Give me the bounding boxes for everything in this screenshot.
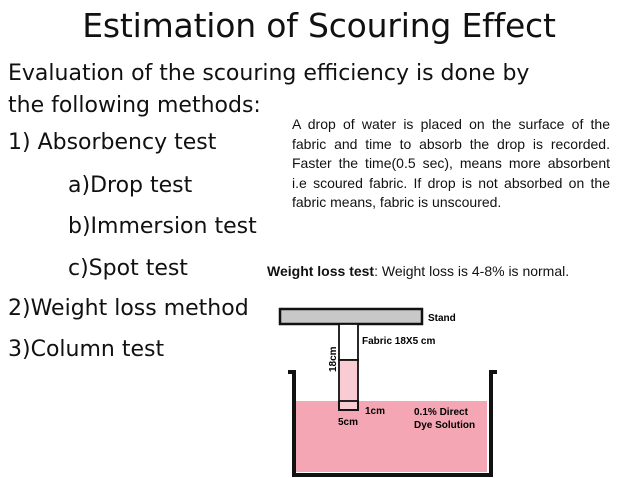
intro-line-2: the following methods: — [8, 93, 261, 118]
stand-bar — [278, 307, 424, 326]
intro-line-1: Evaluation of the scouring efficiency is… — [8, 61, 530, 86]
fabric-strip-immersed — [338, 400, 359, 411]
dye-solution-liquid — [296, 401, 487, 472]
width-label: 5cm — [338, 417, 358, 428]
stand-label: Stand — [428, 313, 456, 324]
height-label: 18cm — [328, 346, 339, 372]
column-test-diagram: Stand Fabric 18X5 cm 18cm 5cm 1cm 0.1% D… — [278, 307, 497, 477]
weight-loss-note: Weight loss test: Weight loss is 4-8% is… — [267, 263, 569, 279]
weight-loss-label: Weight loss test — [267, 263, 375, 279]
beaker-outline — [288, 370, 497, 477]
solution-label-line-2: Dye Solution — [414, 420, 475, 431]
solution-label-line-1: 0.1% Direct — [414, 407, 469, 418]
slide-title: Estimation of Scouring Effect — [82, 6, 556, 45]
fabric-strip-upper — [338, 323, 359, 361]
method-column-test: 3)Column test — [8, 337, 165, 362]
method-drop-test: a)Drop test — [68, 173, 193, 198]
intro-text: Evaluation of the scouring efficiency is… — [8, 58, 529, 122]
weight-loss-text: : Weight loss is 4-8% is normal. — [374, 263, 570, 279]
method-immersion-test: b)Immersion test — [68, 214, 257, 239]
fabric-label: Fabric 18X5 cm — [362, 336, 435, 347]
fabric-strip-wetted — [338, 359, 359, 411]
method-weight-loss: 2)Weight loss method — [8, 296, 249, 321]
drop-test-description: A drop of water is placed on the surface… — [292, 116, 610, 211]
method-spot-test: c)Spot test — [68, 256, 188, 281]
method-absorbency-test: 1) Absorbency test — [8, 130, 217, 155]
depth-label: 1cm — [365, 406, 385, 417]
